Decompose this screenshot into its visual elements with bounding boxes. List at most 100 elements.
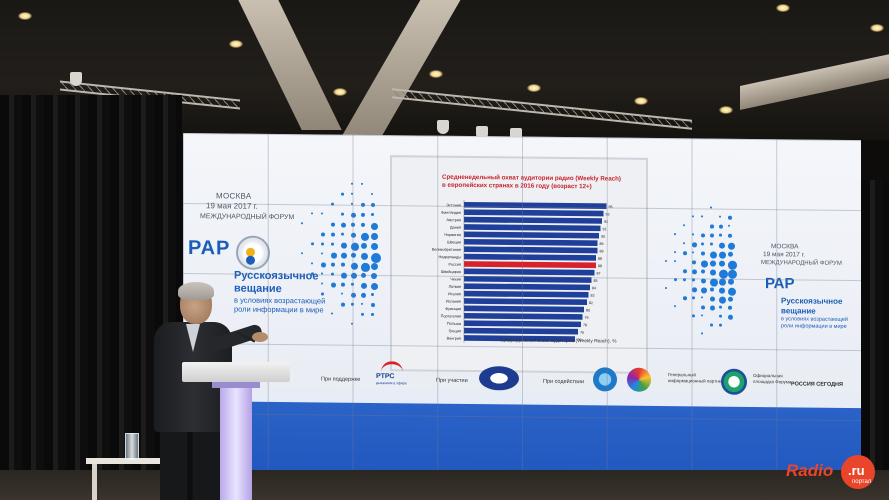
decorative-dot xyxy=(683,242,686,245)
decorative-dot xyxy=(719,233,722,237)
ceiling-light xyxy=(776,4,790,12)
decorative-dot xyxy=(674,260,677,263)
decorative-dot xyxy=(371,252,382,264)
rar-logo: РАР xyxy=(765,275,795,293)
decorative-dot xyxy=(683,296,687,300)
decorative-dot xyxy=(351,322,354,325)
chart-bar xyxy=(464,238,598,246)
decorative-dot xyxy=(351,272,358,280)
decorative-dot xyxy=(361,272,366,278)
chart-category-label: Норвегия xyxy=(444,233,461,237)
decorative-dot xyxy=(371,282,378,290)
decorative-dot xyxy=(361,302,363,305)
decorative-dot xyxy=(361,232,369,241)
weekly-reach-chart: Эстония 95 Финляндия 93 Австрия 92 Дания 91 Норв… xyxy=(432,199,612,343)
chart-bar xyxy=(464,275,592,283)
decorative-dot xyxy=(361,262,370,272)
decorative-dot xyxy=(341,282,345,287)
chart-bar xyxy=(464,261,596,269)
chart-category-label: Португалия xyxy=(441,314,461,318)
chart-bar xyxy=(464,231,599,239)
speaker-legs xyxy=(160,430,220,500)
chart-category-label: Эстония xyxy=(446,203,461,207)
chart-bar xyxy=(464,298,587,306)
decorative-dot xyxy=(361,252,369,261)
chart-category-label: Россия xyxy=(449,263,461,267)
chart-value-label: 85 xyxy=(594,279,598,283)
decorative-dot xyxy=(692,296,696,300)
chart-value-label: 80 xyxy=(586,308,590,312)
decorative-dot xyxy=(728,260,737,270)
ceiling-light xyxy=(18,12,32,20)
decorative-dot xyxy=(321,292,324,296)
decorative-dot xyxy=(683,251,687,255)
chart-value-label: 79 xyxy=(585,316,589,320)
chart-value-label: 82 xyxy=(589,301,593,305)
stage-curtain xyxy=(861,180,889,500)
decorative-dot xyxy=(371,212,374,216)
decorative-dot xyxy=(321,242,324,246)
decorative-dot xyxy=(728,251,734,257)
chart-bar xyxy=(464,283,590,291)
chart-category-label: Австрия xyxy=(447,218,461,222)
decorative-dot xyxy=(674,251,677,254)
decorative-dot xyxy=(674,278,678,282)
decorative-dot xyxy=(710,296,715,302)
decorative-dot xyxy=(719,224,724,229)
chart-bar xyxy=(464,335,575,342)
decorative-dot xyxy=(701,296,704,299)
forum-subtitle: в условиях возрастающей роли информации … xyxy=(781,316,848,330)
decorative-dot xyxy=(351,282,355,287)
decorative-dot xyxy=(301,222,303,224)
chart-value-label: 83 xyxy=(591,294,595,298)
stage-floor xyxy=(0,470,889,500)
decorative-dot xyxy=(692,251,695,254)
chart-category-label: Италия xyxy=(448,292,461,296)
chart-value-label: 84 xyxy=(592,286,596,290)
decorative-dot xyxy=(728,224,731,227)
decorative-dot xyxy=(351,232,357,239)
decorative-dot xyxy=(361,242,368,250)
decorative-dot xyxy=(719,278,726,286)
decorative-dot xyxy=(728,233,733,239)
rtrs-tagline: дыханием в эфире xyxy=(376,381,407,386)
decorative-dot xyxy=(361,282,367,289)
chart-value-label: 92 xyxy=(604,220,608,224)
forum-heading: Русскоязычное xyxy=(781,296,843,306)
decorative-dot xyxy=(311,242,315,246)
decorative-dot xyxy=(341,292,344,295)
partner-emblem xyxy=(721,368,747,395)
decorative-dot xyxy=(719,242,726,249)
decorative-dot xyxy=(341,272,348,279)
presentation-slide: Средненедельный охват аудитории радио (W… xyxy=(390,155,648,374)
chart-category-label: Франция xyxy=(445,307,461,311)
decorative-dot xyxy=(701,278,707,284)
chart-value-label: 90 xyxy=(601,235,605,239)
decorative-dot xyxy=(710,251,717,259)
decorative-dot xyxy=(692,215,694,218)
chart-category-label: Финляндия xyxy=(441,211,461,215)
city-label: МОСКВА xyxy=(771,243,799,251)
decorative-dot xyxy=(321,272,323,275)
decorative-dot xyxy=(331,222,335,227)
radio-portal-watermark: Radio .ru портал xyxy=(786,455,886,495)
video-wall: МОСКВА 19 мая 2017 г. МЕЖДУНАРОДНЫЙ ФОРУ… xyxy=(183,133,861,498)
decorative-dot xyxy=(728,269,738,279)
decorative-dot xyxy=(683,278,687,282)
decorative-dot xyxy=(341,192,344,196)
decorative-dot xyxy=(351,252,357,258)
decorative-dot xyxy=(311,262,313,265)
decorative-dot xyxy=(692,269,698,275)
ceiling-light xyxy=(634,97,648,105)
decorative-dot xyxy=(361,202,366,208)
chart-value-label: 89 xyxy=(600,249,604,253)
decorative-dot xyxy=(728,215,732,220)
decorative-dot xyxy=(674,233,676,235)
decorative-dot xyxy=(321,252,324,255)
decorative-dot xyxy=(710,242,714,246)
decorative-dot xyxy=(692,242,697,247)
decorative-dot xyxy=(321,232,325,237)
decorative-dot xyxy=(341,232,345,237)
ceiling-light xyxy=(870,24,884,32)
decorative-dot xyxy=(371,202,376,208)
